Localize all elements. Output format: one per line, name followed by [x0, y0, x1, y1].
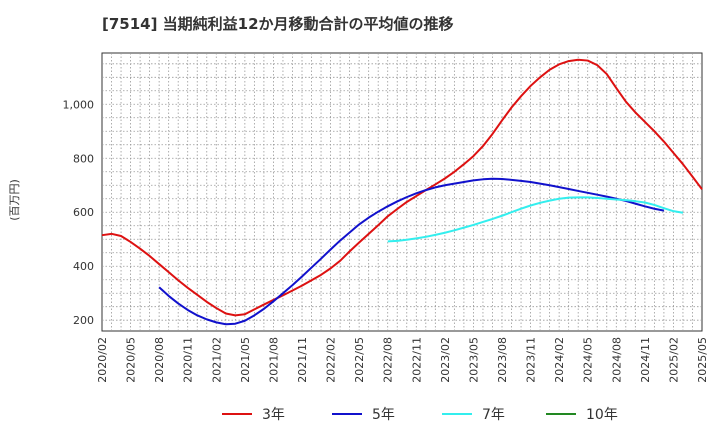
x-tick-label: 2021/11 [296, 337, 309, 383]
series-lines [101, 58, 703, 326]
y-tick-label: 200 [73, 314, 94, 327]
series-line-5年 [158, 177, 665, 326]
y-axis-ticks: 200 400 600 800 1,000 [63, 98, 95, 327]
series-line-3年 [101, 58, 703, 317]
x-tick-label: 2025/02 [667, 337, 680, 383]
plot-area [101, 52, 703, 332]
x-tick-label: 2024/08 [610, 337, 623, 383]
legend-label: 5年 [372, 407, 395, 423]
x-tick-label: 2024/02 [553, 337, 566, 383]
x-tick-label: 2022/11 [410, 337, 423, 383]
series-line-7年 [387, 196, 684, 243]
x-tick-label: 2021/08 [267, 337, 280, 383]
legend-label: 3年 [262, 407, 285, 423]
x-tick-label: 2020/11 [182, 337, 195, 383]
x-tick-label: 2021/02 [210, 337, 223, 383]
legend-label: 7年 [482, 407, 505, 423]
x-tick-label: 2024/11 [639, 337, 652, 383]
x-tick-label: 2022/05 [353, 337, 366, 383]
x-tick-label: 2023/11 [525, 337, 538, 383]
y-tick-label: 800 [73, 152, 94, 165]
x-tick-label: 2020/02 [96, 337, 109, 383]
x-axis-ticks: 2020/02 2020/05 2020/08 2020/11 2021/02 2021/… [96, 337, 709, 383]
y-tick-label: 600 [73, 206, 94, 219]
x-tick-label: 2023/02 [439, 337, 452, 383]
x-tick-label: 2022/02 [325, 337, 338, 383]
x-tick-label: 2021/05 [239, 337, 252, 383]
legend-label: 10年 [586, 407, 618, 423]
x-tick-label: 2024/05 [582, 337, 595, 383]
legend: 3年 5年 7年 10年 [222, 407, 618, 423]
x-tick-label: 2023/05 [467, 337, 480, 383]
y-tick-label: 1,000 [63, 98, 95, 111]
x-tick-label: 2023/08 [496, 337, 509, 383]
y-axis-label: (百万円) [8, 179, 21, 221]
x-tick-label: 2020/05 [125, 337, 138, 383]
y-tick-label: 400 [73, 260, 94, 273]
x-tick-label: 2020/08 [153, 337, 166, 383]
x-tick-label: 2022/08 [382, 337, 395, 383]
plot-border [101, 52, 703, 332]
x-tick-label: 2025/05 [696, 337, 709, 383]
chart-title: [7514] 当期純利益12か月移動合計の平均値の推移 [102, 15, 454, 33]
